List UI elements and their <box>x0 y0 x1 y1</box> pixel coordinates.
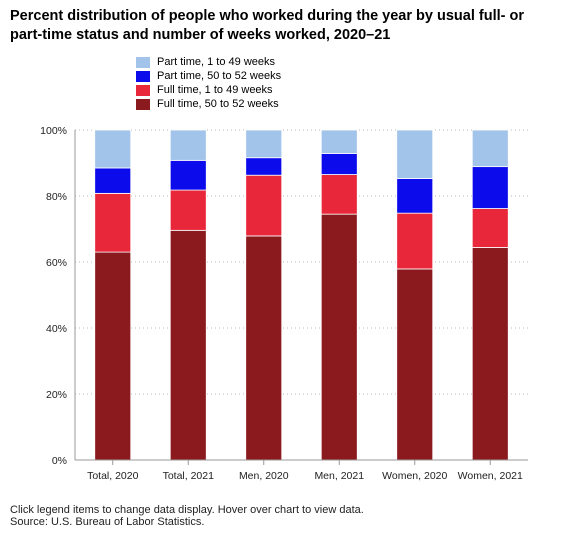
bar-segment-5-3[interactable] <box>471 129 509 168</box>
bar-segment-2-3[interactable] <box>245 129 283 159</box>
bar-segment-2-2[interactable] <box>245 157 283 176</box>
x-tick-label: Women, 2021 <box>458 470 523 482</box>
footer-source: Source: U.S. Bureau of Labor Statistics. <box>10 516 205 528</box>
y-tick-label: 100% <box>40 125 67 137</box>
x-tick-label: Total, 2021 <box>163 470 215 482</box>
chart-title: Percent distribution of people who worke… <box>10 8 524 43</box>
bar-segment-0-2[interactable] <box>94 167 132 194</box>
y-tick-label: 80% <box>46 191 67 203</box>
bar-segment-0-1[interactable] <box>94 192 132 253</box>
legend: Part time, 1 to 49 weeks Part time, 50 to… <box>136 55 281 111</box>
legend-swatch <box>136 98 150 110</box>
y-tick-label: 60% <box>46 257 67 269</box>
bar-segment-1-3[interactable] <box>169 129 207 161</box>
bar-segment-2-0[interactable] <box>245 235 283 461</box>
legend-item-2[interactable]: Full time, 1 to 49 weeks <box>136 83 281 97</box>
bar-segment-3-0[interactable] <box>320 213 358 461</box>
bar-segment-1-1[interactable] <box>169 189 207 231</box>
bar-segment-5-2[interactable] <box>471 166 509 209</box>
bar-segment-4-3[interactable] <box>396 129 434 179</box>
y-tick-label: 40% <box>46 323 67 335</box>
bar-segment-1-2[interactable] <box>169 159 207 191</box>
legend-swatch <box>136 70 150 82</box>
footer: Click legend items to change data displa… <box>10 504 364 528</box>
bar-segment-2-1[interactable] <box>245 174 283 237</box>
x-tick-label: Total, 2020 <box>87 470 139 482</box>
y-tick-label: 20% <box>46 389 67 401</box>
legend-label: Part time, 1 to 49 weeks <box>157 56 275 68</box>
bar-segment-4-0[interactable] <box>396 268 434 461</box>
bar-segment-5-0[interactable] <box>471 247 509 461</box>
bar-segment-1-0[interactable] <box>169 229 207 461</box>
footer-note: Click legend items to change data displa… <box>10 504 364 516</box>
bar-segment-0-3[interactable] <box>94 129 132 169</box>
bar-segment-3-1[interactable] <box>320 174 358 215</box>
x-tick-label: Men, 2020 <box>239 470 289 482</box>
bar-segment-4-2[interactable] <box>396 178 434 214</box>
bar-segment-0-0[interactable] <box>94 251 132 461</box>
bar-chart[interactable]: 0% 20% 40% 60% 80% 100% Total, 2020 Total, 2021… <box>0 0 580 500</box>
legend-label: Full time, 1 to 49 weeks <box>157 84 273 96</box>
legend-label: Part time, 50 to 52 weeks <box>157 70 282 82</box>
legend-item-1[interactable]: Part time, 50 to 52 weeks <box>136 69 281 83</box>
bar-segment-4-1[interactable] <box>396 212 434 270</box>
x-tick-label: Women, 2020 <box>382 470 447 482</box>
bar-segment-5-1[interactable] <box>471 208 509 248</box>
x-tick-label: Men, 2021 <box>314 470 364 482</box>
legend-item-3[interactable]: Full time, 50 to 52 weeks <box>136 97 281 111</box>
legend-swatch <box>136 56 150 68</box>
bar-segment-3-2[interactable] <box>320 153 358 175</box>
legend-label: Full time, 50 to 52 weeks <box>157 98 279 110</box>
legend-swatch <box>136 84 150 96</box>
y-tick-label: 0% <box>52 455 67 467</box>
bar-segment-3-3[interactable] <box>320 129 358 154</box>
legend-item-0[interactable]: Part time, 1 to 49 weeks <box>136 55 281 69</box>
